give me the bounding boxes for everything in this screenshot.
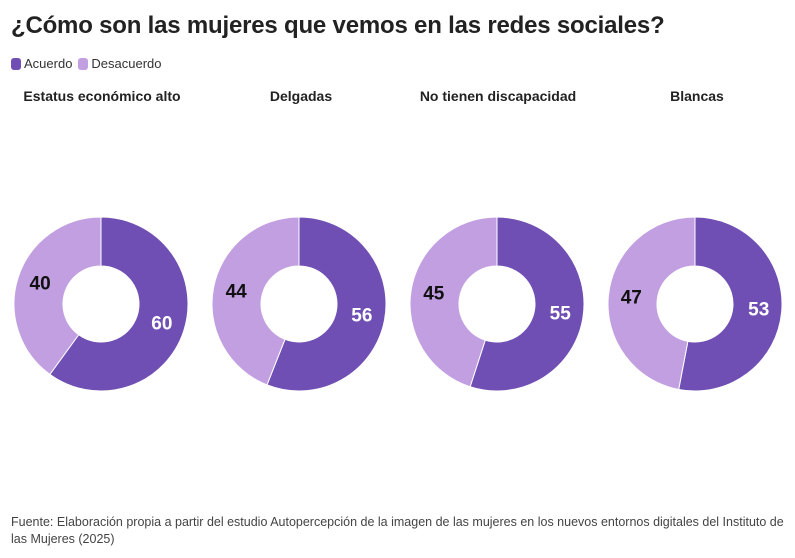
legend-label-acuerdo: Acuerdo — [24, 56, 73, 71]
donut-value-label-no-tienen-discapacidad-acuerdo: 55 — [550, 304, 572, 325]
donut-slice-delgadas-desacuerdo — [211, 216, 300, 386]
donut-value-label-delgadas-desacuerdo: 44 — [226, 282, 248, 303]
donut-slice-no-tienen-discapacidad-desacuerdo — [409, 216, 498, 388]
donut-title-delgadas: Delgadas — [269, 88, 333, 104]
chart-title: ¿Cómo son las mujeres que vemos en las r… — [11, 12, 665, 39]
donut-title-discapacidad: No tienen discapacidad — [419, 88, 577, 104]
donut-value-label-blancas-acuerdo: 53 — [748, 300, 769, 321]
donut-slice-no-tienen-discapacidad-acuerdo — [469, 216, 585, 392]
donut-slice-estatus-economico-alto-acuerdo — [49, 216, 189, 392]
donut-value-label-estatus-economico-alto-desacuerdo: 40 — [30, 274, 51, 295]
donut-slice-delgadas-acuerdo — [266, 216, 387, 392]
donut-value-label-delgadas-acuerdo: 56 — [351, 305, 372, 326]
donut-slice-blancas-desacuerdo — [607, 216, 696, 391]
legend-item-acuerdo: Acuerdo — [11, 56, 72, 71]
donut-slice-blancas-acuerdo — [678, 216, 783, 392]
donut-slice-estatus-economico-alto-desacuerdo — [13, 216, 102, 376]
legend-swatch-acuerdo — [11, 57, 21, 70]
donut-title-estatus: Estatus económico alto — [23, 88, 181, 104]
legend-item-desacuerdo: Desacuerdo — [78, 56, 162, 71]
donut-title-blancas: Blancas — [670, 88, 724, 104]
donut-value-label-no-tienen-discapacidad-desacuerdo: 45 — [423, 283, 445, 304]
legend-swatch-desacuerdo — [78, 57, 89, 70]
donut-value-label-blancas-desacuerdo: 47 — [621, 287, 642, 308]
source-note: Fuente: Elaboración propia a partir del … — [11, 515, 784, 546]
donut-value-label-estatus-economico-alto-acuerdo: 60 — [151, 313, 172, 334]
legend: Acuerdo Desacuerdo — [11, 56, 168, 71]
legend-label-desacuerdo: Desacuerdo — [91, 56, 162, 71]
